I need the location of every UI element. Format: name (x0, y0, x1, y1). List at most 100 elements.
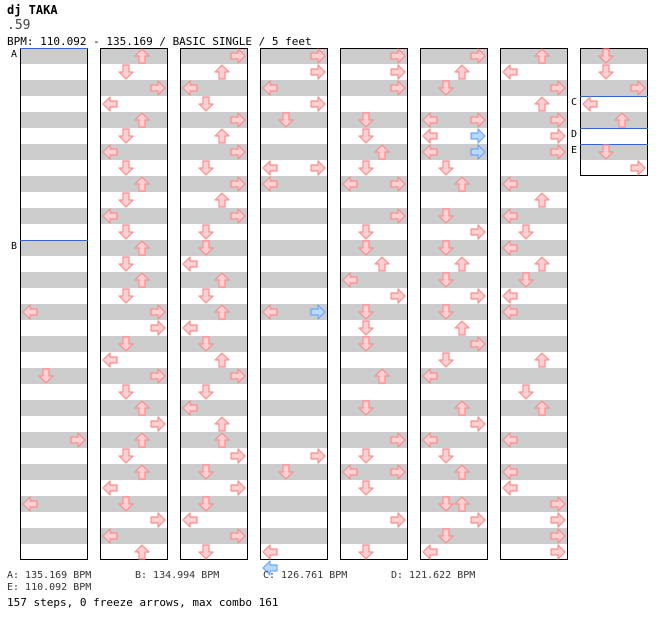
down-arrow-icon (358, 160, 374, 176)
stripe-band (340, 336, 408, 352)
stripe-band (260, 144, 328, 160)
up-arrow-icon (374, 256, 390, 272)
stripe-band (180, 176, 248, 192)
stripe-band (100, 528, 168, 544)
right-arrow-icon (630, 160, 646, 176)
up-arrow-icon (134, 48, 150, 64)
stripe-band (180, 400, 248, 416)
column-border (180, 48, 248, 560)
right-arrow-icon (470, 128, 486, 144)
left-arrow-icon (182, 80, 198, 96)
left-arrow-icon (502, 304, 518, 320)
left-arrow-icon (422, 368, 438, 384)
stripe-band (260, 336, 328, 352)
right-arrow-icon (150, 320, 166, 336)
up-arrow-icon (374, 144, 390, 160)
down-arrow-icon (438, 304, 454, 320)
left-arrow-icon (182, 512, 198, 528)
right-arrow-icon (550, 128, 566, 144)
up-arrow-icon (134, 400, 150, 416)
left-arrow-icon (102, 480, 118, 496)
stripe-band (260, 400, 328, 416)
down-arrow-icon (118, 160, 134, 176)
left-arrow-icon (22, 496, 38, 512)
stripe-band (340, 496, 408, 512)
stripe-band (180, 432, 248, 448)
stripe-band (20, 112, 88, 128)
right-arrow-icon (550, 112, 566, 128)
stripe-band (100, 496, 168, 512)
down-arrow-icon (438, 272, 454, 288)
stripe-band (580, 144, 648, 160)
column-border (580, 48, 648, 176)
stripe-band (500, 464, 568, 480)
stripe-band (20, 336, 88, 352)
right-arrow-icon (390, 512, 406, 528)
left-arrow-icon (502, 464, 518, 480)
stripe-band (340, 144, 408, 160)
chart-column (100, 48, 168, 560)
down-arrow-icon (518, 384, 534, 400)
column-border (500, 48, 568, 560)
right-arrow-icon (150, 416, 166, 432)
down-arrow-icon (358, 480, 374, 496)
down-arrow-icon (358, 448, 374, 464)
stripe-band (420, 336, 488, 352)
bpm-marker-label: B (11, 241, 17, 252)
down-arrow-icon (198, 240, 214, 256)
right-arrow-icon (390, 208, 406, 224)
right-arrow-icon (230, 112, 246, 128)
stripe-band (420, 464, 488, 480)
right-arrow-icon (390, 64, 406, 80)
stripe-band (340, 368, 408, 384)
column-border (340, 48, 408, 560)
right-arrow-icon (550, 528, 566, 544)
down-arrow-icon (118, 256, 134, 272)
bpm-label-e: E: 110.092 BPM (7, 582, 92, 593)
up-arrow-icon (374, 368, 390, 384)
down-arrow-icon (598, 64, 614, 80)
stripe-band (420, 528, 488, 544)
down-arrow-icon (358, 112, 374, 128)
stripe-band (420, 144, 488, 160)
column-border (100, 48, 168, 560)
stripe-band (420, 432, 488, 448)
up-arrow-icon (214, 432, 230, 448)
down-arrow-icon (38, 368, 54, 384)
down-arrow-icon (118, 128, 134, 144)
stripe-band (180, 336, 248, 352)
stripe-band (420, 48, 488, 64)
down-arrow-icon (518, 272, 534, 288)
down-arrow-icon (438, 80, 454, 96)
right-arrow-icon (630, 80, 646, 96)
down-arrow-icon (118, 384, 134, 400)
left-arrow-icon (502, 208, 518, 224)
down-arrow-icon (438, 208, 454, 224)
stripe-band (180, 240, 248, 256)
down-arrow-icon (198, 336, 214, 352)
stripe-band (180, 208, 248, 224)
stripe-band (260, 240, 328, 256)
stripe-band (340, 176, 408, 192)
right-arrow-icon (390, 288, 406, 304)
chart-column (20, 48, 88, 560)
stripe-band (260, 48, 328, 64)
stripe-band (260, 272, 328, 288)
stripe-band (20, 400, 88, 416)
stripe-band (100, 464, 168, 480)
chart-column (500, 48, 568, 560)
up-arrow-icon (214, 352, 230, 368)
stripe-band (260, 304, 328, 320)
left-arrow-icon (102, 208, 118, 224)
down-arrow-icon (278, 112, 294, 128)
down-arrow-icon (518, 224, 534, 240)
chart-column (420, 48, 488, 560)
left-arrow-icon (502, 480, 518, 496)
bpm-marker-label: A (11, 49, 17, 60)
step-stats: 157 steps, 0 freeze arrows, max combo 16… (7, 596, 279, 609)
stripe-band (420, 208, 488, 224)
stripe-band (260, 368, 328, 384)
bpm-marker-label: E (571, 145, 577, 156)
down-arrow-icon (358, 400, 374, 416)
right-arrow-icon (230, 448, 246, 464)
